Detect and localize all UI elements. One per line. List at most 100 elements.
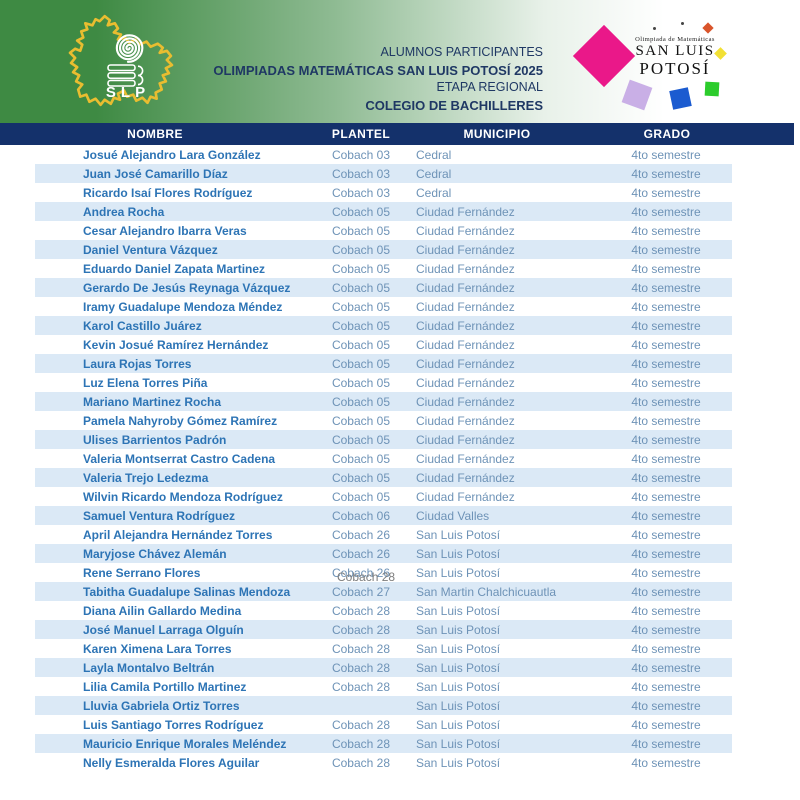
table-row: Josué Alejandro Lara González Cobach 03 …: [35, 145, 732, 164]
student-name: Josué Alejandro Lara González: [83, 147, 261, 162]
student-grado: 4to semestre: [631, 565, 701, 580]
banner: SLP ALUMNOS PARTICIPANTES OLIMPIADAS MAT…: [0, 0, 800, 123]
student-municipio: Ciudad Fernández: [416, 432, 515, 447]
olympiad-logo-line-1: SAN LUIS: [635, 43, 715, 59]
student-grado: 4to semestre: [631, 375, 701, 390]
student-grado: 4to semestre: [631, 356, 701, 371]
student-name: Valeria Montserrat Castro Cadena: [83, 451, 276, 466]
student-municipio: San Luis Potosí: [416, 603, 501, 618]
student-plantel: Cobach 05: [331, 337, 391, 352]
blue-square-icon: [669, 87, 692, 110]
student-name: Maryjose Chávez Alemán: [83, 546, 227, 561]
student-grado: 4to semestre: [631, 736, 701, 751]
student-grado: 4to semestre: [631, 527, 701, 542]
student-municipio: Cedral: [416, 185, 452, 200]
table-row: Laura Rojas Torres Cobach 05 Ciudad Fern…: [35, 354, 732, 373]
student-name: Laura Rojas Torres: [83, 356, 192, 371]
slp-state-logo: SLP: [0, 0, 200, 123]
table-row: Layla Montalvo Beltrán Cobach 28 San Lui…: [35, 658, 732, 677]
column-header-municipio: MUNICIPIO: [463, 127, 531, 141]
student-grado: 4to semestre: [631, 223, 701, 238]
student-grado: 4to semestre: [631, 451, 701, 466]
column-header-nombre: NOMBRE: [127, 127, 183, 141]
column-header-plantel: PLANTEL: [331, 127, 391, 141]
student-municipio: Ciudad Fernández: [416, 489, 515, 504]
table-row: Diana Ailin Gallardo Medina Cobach 28 Sa…: [35, 601, 732, 620]
student-plantel: Cobach 05: [331, 432, 391, 447]
student-name: Diana Ailin Gallardo Medina: [83, 603, 242, 618]
student-plantel: Cobach 05: [331, 413, 391, 428]
title-line-4: COLEGIO DE BACHILLERES: [365, 97, 543, 113]
table-row: Karen Ximena Lara Torres Cobach 28 San L…: [35, 639, 732, 658]
student-grado: 4to semestre: [631, 660, 701, 675]
student-name: Luis Santiago Torres Rodríguez: [83, 717, 264, 732]
student-grado: 4to semestre: [631, 717, 701, 732]
title-line-1: ALUMNOS PARTICIPANTES: [380, 45, 543, 59]
student-name: April Alejandra Hernández Torres: [83, 527, 273, 542]
student-plantel: Cobach 05: [331, 489, 391, 504]
table-row: Valeria Trejo Ledezma Cobach 05 Ciudad F…: [35, 468, 732, 487]
student-grado: 4to semestre: [631, 755, 701, 770]
student-grado: 4to semestre: [631, 299, 701, 314]
stray-plantel-text: Cobach 28: [337, 570, 396, 584]
student-name: Ricardo Isaí Flores Rodríguez: [83, 185, 253, 200]
student-plantel: Cobach 05: [331, 356, 391, 371]
student-name: Iramy Guadalupe Mendoza Méndez: [83, 299, 283, 314]
table-row: Samuel Ventura Rodríguez Cobach 06 Ciuda…: [35, 506, 732, 525]
table-row: Tabitha Guadalupe Salinas Mendoza Cobach…: [35, 582, 732, 601]
student-municipio: Ciudad Fernández: [416, 223, 515, 238]
student-name: Andrea Rocha: [83, 204, 165, 219]
student-name: Valeria Trejo Ledezma: [83, 470, 209, 485]
books-icon: [107, 64, 144, 87]
student-plantel: Cobach 28: [331, 679, 391, 694]
student-name: Nelly Esmeralda Flores Aguilar: [83, 755, 260, 770]
student-plantel: Cobach 28: [331, 717, 391, 732]
student-plantel: Cobach 28: [331, 755, 391, 770]
student-name: Luz Elena Torres Piña: [83, 375, 208, 390]
student-plantel: Cobach 28: [331, 603, 391, 618]
student-municipio: Ciudad Fernández: [416, 413, 515, 428]
table-row: Eduardo Daniel Zapata Martinez Cobach 05…: [35, 259, 732, 278]
student-plantel: Cobach 28: [331, 622, 391, 637]
student-name: Kevin Josué Ramírez Hernández: [83, 337, 269, 352]
student-grado: 4to semestre: [631, 147, 701, 162]
table-row: Mariano Martinez Rocha Cobach 05 Ciudad …: [35, 392, 732, 411]
student-municipio: San Luis Potosí: [416, 736, 501, 751]
slp-label: SLP: [105, 84, 151, 101]
student-name: Ulises Barrientos Padrón: [83, 432, 227, 447]
student-plantel: Cobach 28: [331, 736, 391, 751]
student-plantel: Cobach 03: [331, 166, 391, 181]
table-row: Kevin Josué Ramírez Hernández Cobach 05 …: [35, 335, 732, 354]
student-grado: 4to semestre: [631, 489, 701, 504]
student-grado: 4to semestre: [631, 546, 701, 561]
student-name: Lluvia Gabriela Ortiz Torres: [83, 698, 240, 713]
student-plantel: Cobach 05: [331, 470, 391, 485]
column-header-grado: GRADO: [643, 127, 691, 141]
student-plantel: Cobach 05: [331, 318, 391, 333]
olympiad-logo-line-2: POTOSÍ: [639, 59, 711, 78]
student-name: Karen Ximena Lara Torres: [83, 641, 232, 656]
student-grado: 4to semestre: [631, 242, 701, 257]
student-municipio: Ciudad Valles: [416, 508, 490, 523]
table-row: Mauricio Enrique Morales Meléndez Cobach…: [35, 734, 732, 753]
student-municipio: Ciudad Fernández: [416, 242, 515, 257]
student-plantel: Cobach 05: [331, 394, 391, 409]
student-grado: 4to semestre: [631, 622, 701, 637]
table-row: Wilvin Ricardo Mendoza Rodríguez Cobach …: [35, 487, 732, 506]
student-name: Mariano Martinez Rocha: [83, 394, 222, 409]
spiral-icon: [115, 34, 144, 63]
student-municipio: San Luis Potosí: [416, 755, 501, 770]
student-municipio: San Luis Potosí: [416, 698, 501, 713]
olympiad-logo-small-text: Olimpiada de Matemáticas: [635, 36, 715, 43]
student-plantel: Cobach 03: [331, 147, 391, 162]
table-row: Lilia Camila Portillo Martinez Cobach 28…: [35, 677, 732, 696]
table-row: Karol Castillo Juárez Cobach 05 Ciudad F…: [35, 316, 732, 335]
student-municipio: Ciudad Fernández: [416, 451, 515, 466]
student-name: Mauricio Enrique Morales Meléndez: [83, 736, 287, 751]
student-municipio: Ciudad Fernández: [416, 299, 515, 314]
green-square-icon: [704, 81, 720, 97]
table-row: April Alejandra Hernández Torres Cobach …: [35, 525, 732, 544]
student-grado: 4to semestre: [631, 698, 701, 713]
student-plantel: Cobach 05: [331, 261, 391, 276]
title-line-3: ETAPA REGIONAL: [436, 80, 543, 94]
